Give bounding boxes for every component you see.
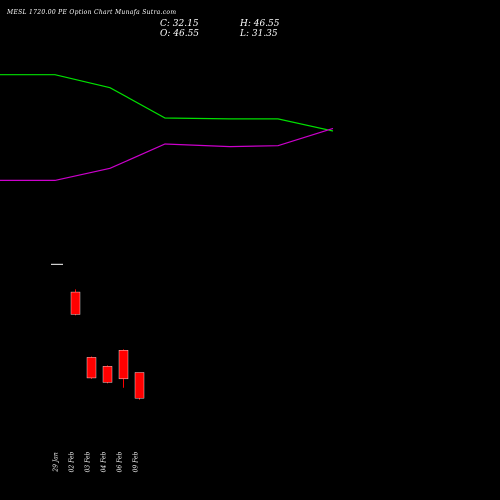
x-tick-label: 09 Feb <box>133 451 140 472</box>
x-tick-label: 04 Feb <box>101 451 108 472</box>
x-tick-label: 02 Feb <box>69 451 76 472</box>
candle-body <box>118 350 129 380</box>
lower-band-line <box>0 127 334 181</box>
x-tick-label: 03 Feb <box>85 451 92 472</box>
x-tick-label: 29 Jan <box>53 452 60 473</box>
close-value: C: 32.15 <box>160 19 199 29</box>
chart-title: MESL 1720.00 PE Option Chart Munafa Sutr… <box>7 9 177 16</box>
candle-body <box>134 372 145 399</box>
candle-body <box>102 366 113 383</box>
candle-body <box>70 291 81 315</box>
open-value: O: 46.55 <box>160 29 200 39</box>
upper-band-line <box>0 74 334 132</box>
candle-body <box>86 357 97 379</box>
x-tick-label: 06 Feb <box>117 451 124 472</box>
low-value: L: 31.35 <box>240 29 278 39</box>
high-value: H: 46.55 <box>240 19 280 29</box>
